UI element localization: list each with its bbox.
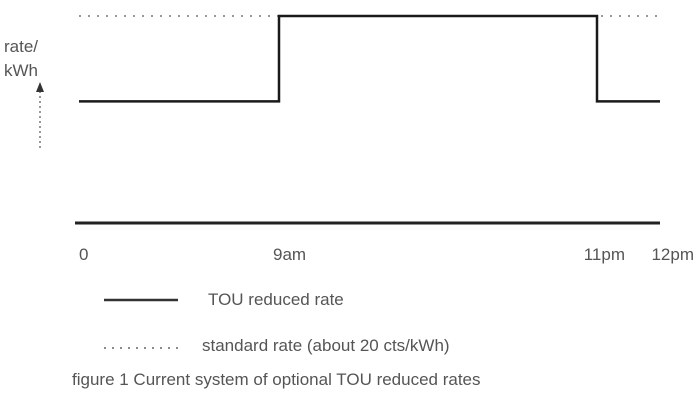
y-axis-label-line2: kWh [4,61,38,80]
legend: TOU reduced rate standard rate (about 20… [104,290,450,355]
figure-caption: figure 1 Current system of optional TOU … [72,370,481,389]
tou-reduced-rate-line [79,14,660,103]
series-layer [79,14,660,103]
legend-solid-label: TOU reduced rate [208,290,344,309]
y-axis-arrow-icon [36,82,44,148]
x-tick-label: 11pm [584,245,625,264]
y-axis-label-line1: rate/ [4,37,38,56]
x-tick-label: 12pm [651,245,694,264]
x-tick-label: 0 [79,245,88,264]
legend-dotted-label: standard rate (about 20 cts/kWh) [202,336,450,355]
x-tick-labels: 0 9am 11pm 12pm [79,245,694,264]
x-tick-label: 9am [273,245,306,264]
